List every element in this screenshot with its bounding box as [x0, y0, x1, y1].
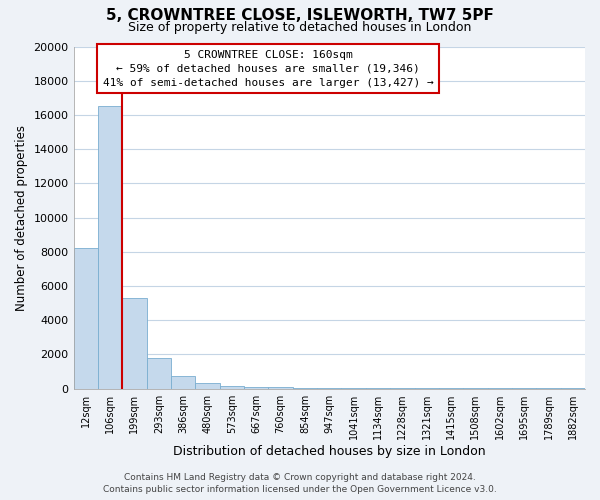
X-axis label: Distribution of detached houses by size in London: Distribution of detached houses by size …	[173, 444, 485, 458]
Bar	[171, 376, 196, 388]
Text: Contains HM Land Registry data © Crown copyright and database right 2024.
Contai: Contains HM Land Registry data © Crown c…	[103, 472, 497, 494]
Bar	[98, 106, 122, 388]
Bar	[146, 358, 171, 388]
Bar	[74, 248, 98, 388]
Text: 5 CROWNTREE CLOSE: 160sqm
← 59% of detached houses are smaller (19,346)
41% of s: 5 CROWNTREE CLOSE: 160sqm ← 59% of detac…	[103, 50, 433, 88]
Bar	[244, 387, 268, 388]
Bar	[268, 387, 293, 388]
Text: Size of property relative to detached houses in London: Size of property relative to detached ho…	[128, 21, 472, 34]
Text: 5, CROWNTREE CLOSE, ISLEWORTH, TW7 5PF: 5, CROWNTREE CLOSE, ISLEWORTH, TW7 5PF	[106, 8, 494, 22]
Bar	[196, 384, 220, 388]
Bar	[122, 298, 146, 388]
Y-axis label: Number of detached properties: Number of detached properties	[15, 124, 28, 310]
Bar	[220, 386, 244, 388]
